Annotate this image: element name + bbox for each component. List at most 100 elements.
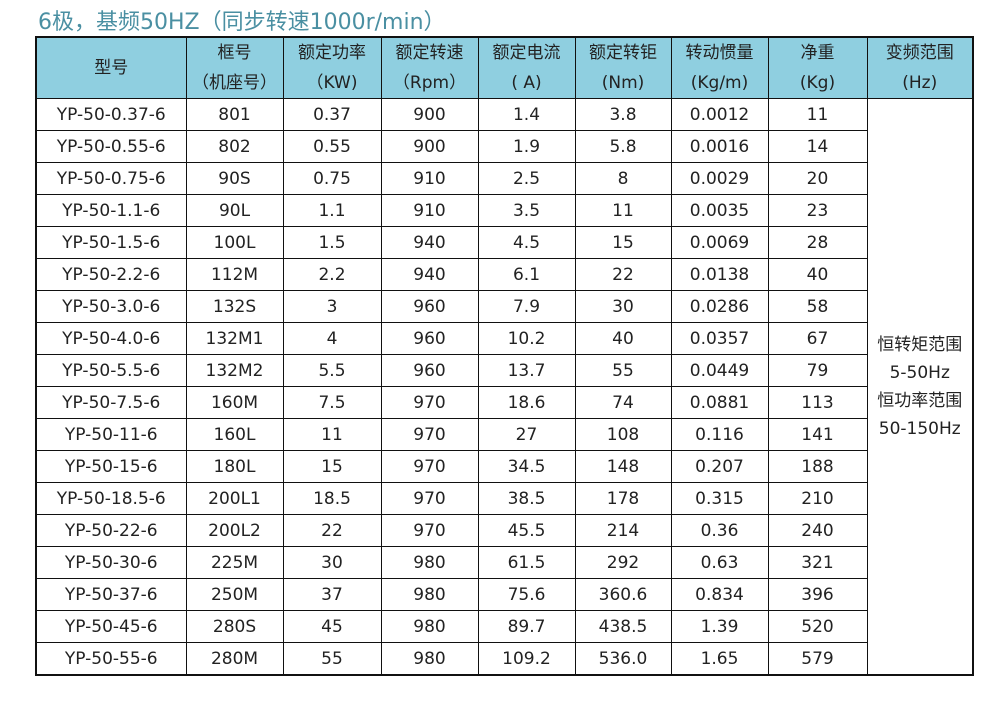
table-cell: 10.2: [477, 322, 576, 355]
column-header: 额定转钜 (Nm): [574, 36, 672, 99]
table-cell: 180L: [185, 450, 284, 483]
table-cell: 1.65: [670, 642, 769, 676]
table-cell: 1.1: [282, 194, 382, 227]
table-cell: 178: [574, 482, 672, 515]
table-cell: 5.5: [282, 354, 382, 387]
table-cell: 579: [767, 642, 868, 676]
table-cell: YP-50-18.5-6: [35, 482, 187, 515]
table-cell: 0.0016: [670, 130, 769, 163]
table-cell: 58: [767, 290, 868, 323]
page-title: 6极，基频50HZ（同步转速1000r/min）: [38, 10, 446, 35]
table-cell: YP-50-5.5-6: [35, 354, 187, 387]
header-line2: (Kg/m): [690, 73, 749, 93]
table-cell: 970: [380, 418, 479, 451]
table-cell: 109.2: [477, 642, 576, 676]
table-cell: 280S: [185, 610, 284, 643]
table-cell: 74: [574, 386, 672, 419]
table-cell: YP-50-15-6: [35, 450, 187, 483]
table-cell: 1.39: [670, 610, 769, 643]
table-cell: 112M: [185, 258, 284, 291]
table-cell: 67: [767, 322, 868, 355]
table-cell: 28: [767, 226, 868, 259]
table-row: YP-50-2.2-6 112M 2.2 940 6.1 22 0.0138 40: [35, 258, 973, 291]
table-cell: 79: [767, 354, 868, 387]
table-cell: 910: [380, 194, 479, 227]
table-cell: 0.55: [282, 130, 382, 163]
table-cell: 4.5: [477, 226, 576, 259]
table-cell: YP-50-4.0-6: [35, 322, 187, 355]
table-cell: 0.0035: [670, 194, 769, 227]
table-cell: 11: [282, 418, 382, 451]
table-cell: 45: [282, 610, 382, 643]
table-cell: 3: [282, 290, 382, 323]
table-cell: 108: [574, 418, 672, 451]
table-cell: 940: [380, 258, 479, 291]
table-row: YP-50-22-6 200L2 22 970 45.5 214 0.36 240: [35, 514, 973, 547]
frequency-range-line: 恒功率范围: [877, 390, 963, 411]
table-cell: 14: [767, 130, 868, 163]
table-cell: YP-50-11-6: [35, 418, 187, 451]
table-cell: 980: [380, 578, 479, 611]
table-cell: 0.0357: [670, 322, 769, 355]
table-row: YP-50-37-6 250M 37 980 75.6 360.6 0.834 396: [35, 578, 973, 611]
table-cell: 396: [767, 578, 868, 611]
table-cell: 0.834: [670, 578, 769, 611]
column-header: 额定转速 （Rpm）: [380, 36, 479, 99]
table-cell: 980: [380, 642, 479, 676]
header-line1: 框号: [217, 43, 252, 63]
table-cell: YP-50-37-6: [35, 578, 187, 611]
frequency-range-cell: 恒转矩范围 5-50Hz 恒功率范围 50-150Hz: [866, 98, 974, 676]
column-header: 转动惯量 (Kg/m): [670, 36, 769, 99]
table-cell: 61.5: [477, 546, 576, 579]
table-cell: YP-50-22-6: [35, 514, 187, 547]
table-cell: 960: [380, 354, 479, 387]
table-row: YP-50-1.1-6 90L 1.1 910 3.5 11 0.0035 23: [35, 194, 973, 227]
table-cell: 6.1: [477, 258, 576, 291]
table-cell: 11: [767, 98, 868, 131]
table-cell: 5.8: [574, 130, 672, 163]
header-line2: （KW): [306, 73, 358, 93]
table-cell: 980: [380, 546, 479, 579]
table-cell: 37: [282, 578, 382, 611]
table-cell: 980: [380, 610, 479, 643]
table-cell: 22: [574, 258, 672, 291]
table-row: YP-50-55-6 280M 55 980 109.2 536.0 1.65 579: [35, 642, 973, 676]
table-cell: 27: [477, 418, 576, 451]
table-cell: 960: [380, 290, 479, 323]
header-line1: 额定电流: [492, 43, 561, 63]
table-cell: 40: [767, 258, 868, 291]
table-cell: 970: [380, 450, 479, 483]
table-row: YP-50-0.55-6 802 0.55 900 1.9 5.8 0.0016 14: [35, 130, 973, 163]
table-cell: 1.9: [477, 130, 576, 163]
table-cell: 970: [380, 482, 479, 515]
table-row: YP-50-30-6 225M 30 980 61.5 292 0.63 321: [35, 546, 973, 579]
table-cell: 160L: [185, 418, 284, 451]
table-cell: YP-50-0.55-6: [35, 130, 187, 163]
table-cell: 113: [767, 386, 868, 419]
table-cell: 225M: [185, 546, 284, 579]
table-cell: 13.7: [477, 354, 576, 387]
table-cell: 188: [767, 450, 868, 483]
table-cell: 0.36: [670, 514, 769, 547]
table-cell: 940: [380, 226, 479, 259]
table-cell: YP-50-3.0-6: [35, 290, 187, 323]
table-cell: 30: [282, 546, 382, 579]
table-cell: 11: [574, 194, 672, 227]
header-line2: （Rpm）: [392, 73, 467, 93]
header-line2: （机座号）: [192, 73, 277, 93]
table-cell: 321: [767, 546, 868, 579]
table-cell: 141: [767, 418, 868, 451]
table-cell: 200L1: [185, 482, 284, 515]
table-cell: 34.5: [477, 450, 576, 483]
table-cell: 970: [380, 386, 479, 419]
table-cell: 0.0069: [670, 226, 769, 259]
table-cell: 8: [574, 162, 672, 195]
table-cell: 1.5: [282, 226, 382, 259]
table-cell: YP-50-30-6: [35, 546, 187, 579]
table-cell: 1.4: [477, 98, 576, 131]
table-cell: YP-50-45-6: [35, 610, 187, 643]
table-cell: 970: [380, 514, 479, 547]
table-cell: 280M: [185, 642, 284, 676]
table-cell: 160M: [185, 386, 284, 419]
table-cell: 360.6: [574, 578, 672, 611]
